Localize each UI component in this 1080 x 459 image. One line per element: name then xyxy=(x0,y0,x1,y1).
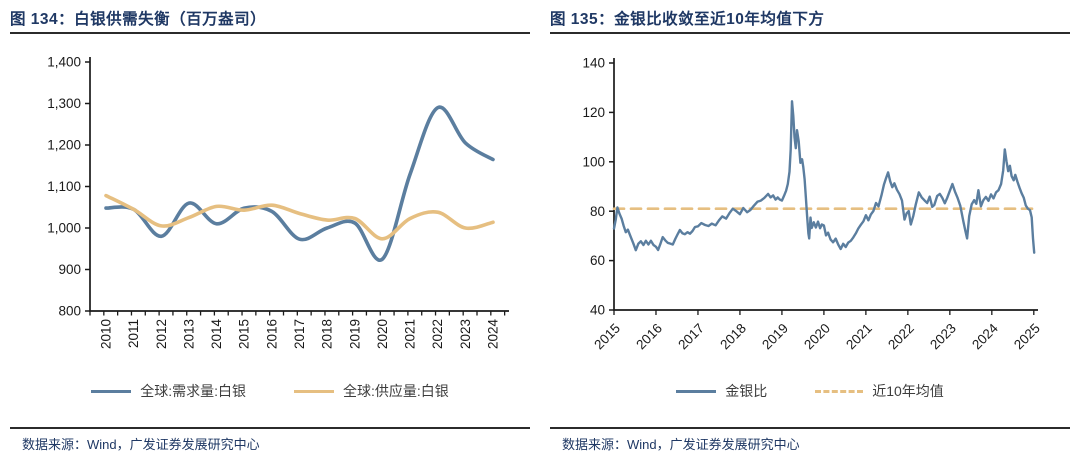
figure-135-caption: 图 135：金银比收敛至近10年均值下方 xyxy=(550,11,825,28)
x-tick-label: 2013 xyxy=(181,319,196,349)
figure-134-caption: 图 134：白银供需失衡（百万盎司） xyxy=(10,11,267,28)
x-tick-label: 2020 xyxy=(801,321,833,353)
x-tick-label: 2018 xyxy=(717,321,749,353)
legend-label: 全球:需求量:白银 xyxy=(140,383,246,399)
ratio-line-swatch xyxy=(676,389,717,393)
legend-label: 全球:供应量:白银 xyxy=(343,383,449,399)
y-tick-label: 900 xyxy=(58,262,81,277)
legend-item-average: 近10年均值 xyxy=(815,381,944,401)
x-tick-label: 2021 xyxy=(843,321,875,353)
chart-legend: 全球:需求量:白银 全球:供应量:白银 xyxy=(0,381,540,401)
x-tick-label: 2022 xyxy=(885,321,917,353)
x-tick-label: 2014 xyxy=(209,319,224,350)
data-source: 数据来源：Wind，广发证券发展研究中心 xyxy=(562,437,800,452)
y-tick-label: 120 xyxy=(582,105,605,120)
x-tick-label: 2015 xyxy=(237,319,252,349)
silver-supply-demand-chart: 800 900 1,000 1,100 1,200 1,300 1,400 2010 2011 2… xyxy=(47,55,509,350)
chart-legend: 金银比 近10年均值 xyxy=(540,381,1080,401)
x-tick-label: 2011 xyxy=(126,319,141,348)
caption-divider xyxy=(10,32,530,34)
x-tick-label: 2010 xyxy=(99,319,114,349)
x-tick-label: 2015 xyxy=(591,321,623,353)
legend-label: 近10年均值 xyxy=(872,383,944,399)
x-tick-label: 2023 xyxy=(458,319,473,349)
average-line-swatch xyxy=(815,389,864,393)
x-tick-label: 2020 xyxy=(375,319,390,349)
data-source: 数据来源：Wind，广发证券发展研究中心 xyxy=(22,437,260,452)
demand-line-swatch xyxy=(91,389,132,393)
y-tick-label: 800 xyxy=(58,304,81,319)
x-tick-label: 2024 xyxy=(969,320,1001,352)
y-tick-label: 1,000 xyxy=(47,221,81,236)
series-全球:需求量:白银 xyxy=(104,105,495,262)
legend-item-demand: 全球:需求量:白银 xyxy=(91,381,246,401)
x-tick-label: 2019 xyxy=(759,321,791,353)
figure-134: 图 134：白银供需失衡（百万盎司） 800 900 1,000 1,100 1,200… xyxy=(0,11,540,452)
source-divider xyxy=(10,427,530,429)
x-tick-label: 2016 xyxy=(633,321,665,353)
x-tick-label: 2012 xyxy=(154,319,169,349)
x-tick-label: 2016 xyxy=(264,319,279,349)
x-tick-label: 2023 xyxy=(927,321,959,353)
y-tick-label: 140 xyxy=(582,56,605,71)
x-tick-label: 2025 xyxy=(1011,321,1043,353)
y-tick-label: 40 xyxy=(590,303,605,318)
x-tick-label: 2017 xyxy=(675,321,707,353)
figure-135: 图 135：金银比收敛至近10年均值下方 40 60 80 100 120 140 2015… xyxy=(540,0,1080,459)
x-tick-label: 2018 xyxy=(320,319,335,349)
y-tick-label: 1,400 xyxy=(47,55,81,70)
series-全球:供应量:白银 xyxy=(104,193,495,241)
gold-silver-ratio-chart: 40 60 80 100 120 140 2015 2016 2017 2018 2019 2020 2… xyxy=(582,56,1043,353)
series-金银比 xyxy=(612,100,1036,254)
supply-line-swatch xyxy=(294,389,334,393)
legend-item-supply: 全球:供应量:白银 xyxy=(294,381,449,401)
y-tick-label: 60 xyxy=(590,253,605,268)
y-tick-label: 80 xyxy=(590,204,605,219)
x-tick-label: 2024 xyxy=(486,319,501,350)
y-tick-label: 1,200 xyxy=(47,138,81,153)
y-tick-label: 100 xyxy=(582,154,605,169)
x-tick-label: 2021 xyxy=(403,319,418,349)
x-tick-label: 2017 xyxy=(292,319,307,349)
legend-label: 金银比 xyxy=(725,383,768,399)
caption-divider xyxy=(550,32,1070,34)
source-divider xyxy=(550,427,1070,429)
x-tick-label: 2019 xyxy=(347,319,362,349)
legend-item-ratio: 金银比 xyxy=(676,381,767,401)
x-tick-label: 2022 xyxy=(430,319,445,349)
axis xyxy=(613,58,1038,311)
axis xyxy=(89,57,509,312)
y-tick-label: 1,100 xyxy=(47,179,81,194)
y-tick-label: 1,300 xyxy=(47,96,81,111)
